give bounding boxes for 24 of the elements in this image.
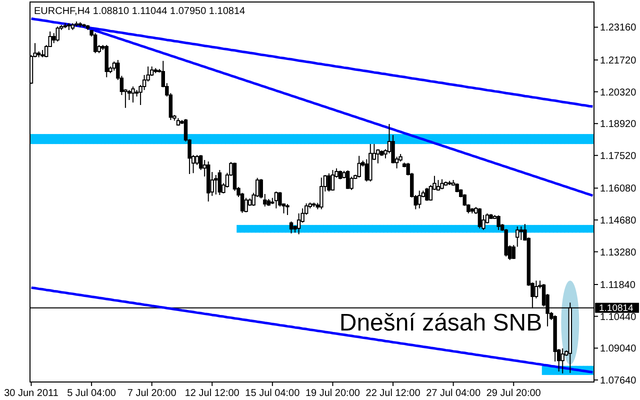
x-tick-label: 19 Jul 20:00 (305, 388, 360, 399)
y-tick-label: 1.20320 (600, 87, 637, 98)
x-tick-label: 5 Jul 04:00 (67, 388, 116, 399)
y-tick-label: 1.09040 (600, 344, 637, 355)
y-tick-label: 1.17520 (600, 150, 637, 162)
x-tick-label: 29 Jul 20:00 (486, 388, 542, 399)
y-tick-label: 1.07640 (600, 375, 637, 386)
x-tick-label: 27 Jul 04:00 (426, 388, 481, 399)
x-tick-label: 30 Jun 2011 (4, 388, 59, 399)
y-tick-label: 1.11840 (600, 280, 636, 291)
annotation: Dnešní zásah SNB (339, 310, 542, 337)
y-tick-label: 1.14680 (600, 215, 637, 226)
chart-title: EURCHF,H4 1.08810 1.11044 1.07950 1.10814 (34, 6, 246, 17)
x-tick-label: 7 Jul 20:00 (127, 388, 177, 399)
y-tick-label: 1.10440 (600, 312, 637, 323)
y-tick-label: 1.16080 (600, 184, 637, 195)
ref-line-label: 1.10814 (599, 303, 634, 314)
y-tick-label: 1.13280 (600, 247, 637, 258)
x-tick-label: 15 Jul 04:00 (245, 388, 300, 399)
x-tick-label: 12 Jul 12:00 (184, 388, 240, 399)
y-tick-label: 1.23160 (600, 22, 637, 34)
x-tick-label: 22 Jul 12:00 (366, 388, 421, 399)
y-tick-label: 1.21720 (600, 55, 637, 66)
y-tick-label: 1.18920 (600, 119, 637, 130)
